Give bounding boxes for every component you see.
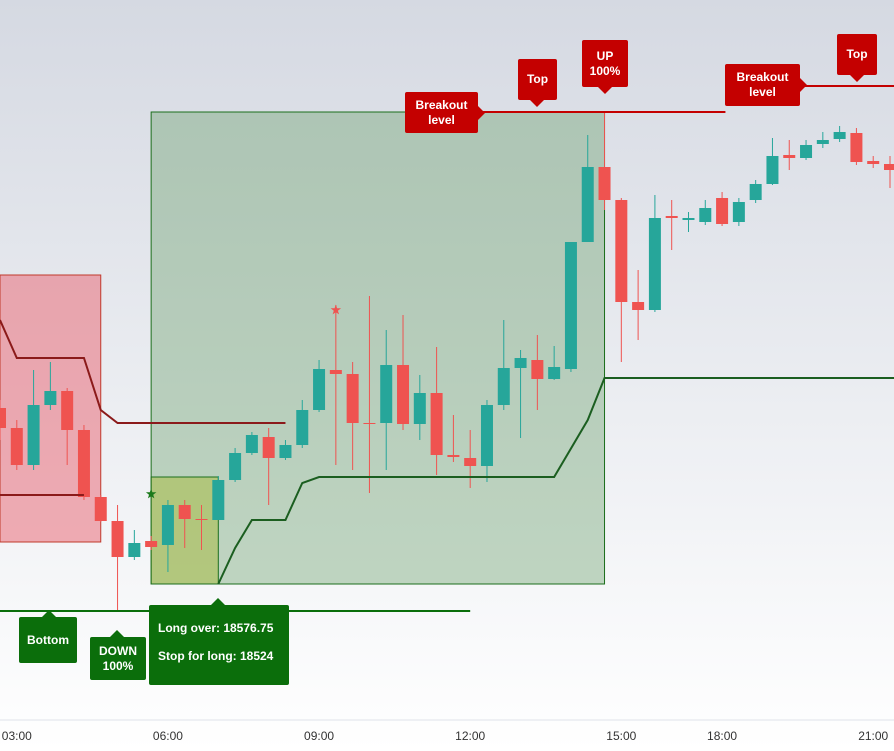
- candle-body: [27, 405, 40, 465]
- candle-body: [867, 161, 880, 164]
- candle-body: [548, 367, 561, 379]
- callout-long: Long over: 18576.75 Stop for long: 18524: [149, 598, 289, 685]
- candle-body: [699, 208, 712, 222]
- candle-body: [531, 360, 544, 379]
- candle-body: [800, 145, 813, 158]
- candle-body: [581, 167, 594, 242]
- candle-body: [380, 365, 393, 423]
- callout-breakout: Breakout level: [405, 92, 485, 133]
- callout-breakout: Breakout level: [725, 64, 807, 106]
- candle-body: [850, 133, 863, 162]
- callout-bottom: Bottom: [19, 610, 77, 663]
- candle-body: [0, 408, 6, 428]
- x-tick-label: 18:00: [707, 729, 737, 743]
- candle-body: [111, 521, 124, 557]
- x-tick-label: 12:00: [455, 729, 485, 743]
- callout-up: UP 100%: [582, 40, 628, 94]
- candle-body: [732, 202, 745, 222]
- callout-down: DOWN 100%: [90, 630, 146, 680]
- signal-marker: [330, 304, 342, 315]
- candle-body: [413, 393, 426, 424]
- candle-body: [313, 369, 326, 410]
- candle-body: [464, 458, 477, 466]
- candle-body: [833, 132, 846, 139]
- candle-body: [430, 393, 443, 455]
- x-tick-label: 15:00: [606, 729, 636, 743]
- candle-body: [128, 543, 141, 557]
- candle-body: [447, 455, 460, 457]
- candle-body: [296, 410, 309, 445]
- candle-body: [766, 156, 779, 184]
- candle-body: [682, 218, 695, 220]
- candle-body: [94, 497, 107, 521]
- candle-body: [329, 370, 342, 374]
- candle-body: [212, 480, 225, 520]
- candle-body: [480, 405, 493, 466]
- candle-body: [161, 505, 174, 545]
- candle-body: [665, 216, 678, 218]
- x-tick-label: 21:00: [858, 729, 888, 743]
- candle-body: [749, 184, 762, 200]
- candle-body: [363, 423, 376, 424]
- long-over-text: Long over: 18576.75: [158, 621, 274, 635]
- candle-body: [245, 435, 258, 453]
- candle-body: [346, 374, 359, 423]
- candle-body: [783, 155, 796, 158]
- candle-body: [262, 437, 275, 458]
- candle-body: [44, 391, 57, 405]
- x-tick-label: 03:00: [2, 729, 32, 743]
- candle-body: [61, 391, 74, 430]
- candle-body: [598, 167, 611, 200]
- candle-body: [648, 218, 661, 310]
- signal-marker: [145, 488, 157, 499]
- candle-body: [397, 365, 410, 424]
- indicator-line: [0, 319, 286, 424]
- x-tick-label: 09:00: [304, 729, 334, 743]
- candle-body: [632, 302, 645, 310]
- callout-top: Top: [518, 59, 557, 107]
- indicator-line: [217, 377, 894, 585]
- candle-body: [10, 428, 23, 465]
- candle-body: [178, 505, 191, 519]
- candle-body: [497, 368, 510, 405]
- candle-body: [884, 164, 894, 170]
- candle-body: [229, 453, 242, 480]
- candle-body: [195, 519, 208, 520]
- candle-body: [145, 541, 158, 547]
- candle-body: [564, 242, 577, 369]
- zone-box: [150, 111, 606, 585]
- candle-body: [77, 430, 90, 497]
- callout-top: Top: [837, 34, 877, 82]
- candle-body: [514, 358, 527, 368]
- candle-body: [716, 198, 729, 224]
- candle-body: [279, 445, 292, 458]
- stop-long-text: Stop for long: 18524: [158, 649, 274, 663]
- candle-body: [615, 200, 628, 302]
- candle-body: [816, 140, 829, 144]
- x-tick-label: 06:00: [153, 729, 183, 743]
